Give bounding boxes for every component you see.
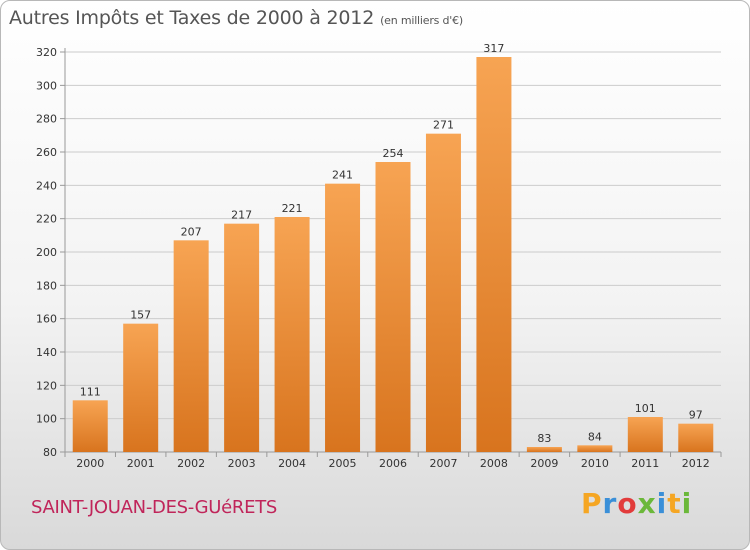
- x-tick-label-2002: 2002: [177, 457, 205, 470]
- bar-2006: [375, 162, 411, 452]
- x-tick-label-2004: 2004: [278, 457, 306, 470]
- bar-2010: [577, 445, 613, 452]
- y-tick-label: 280: [36, 113, 57, 126]
- data-label-2009: 83: [537, 432, 551, 445]
- bar-2005: [325, 183, 361, 452]
- x-tick-label-2000: 2000: [76, 457, 104, 470]
- proxiti-logo: Proxiti: [581, 487, 692, 520]
- data-label-2004: 221: [282, 202, 303, 215]
- data-label-2007: 271: [433, 119, 454, 132]
- data-label-2006: 254: [383, 147, 404, 160]
- y-tick-label: 220: [36, 213, 57, 226]
- x-tick-label-2009: 2009: [530, 457, 558, 470]
- bar-2009: [526, 447, 562, 452]
- x-tick-label-2003: 2003: [228, 457, 256, 470]
- chart-title-text: Autres Impôts et Taxes de 2000 à 2012: [9, 7, 375, 29]
- bar-2000: [72, 400, 108, 452]
- logo-letter: P: [581, 487, 603, 520]
- data-label-2001: 157: [130, 309, 151, 322]
- x-tick-label-2005: 2005: [329, 457, 357, 470]
- logo-letter: i: [656, 487, 668, 520]
- x-tick-label-2001: 2001: [127, 457, 155, 470]
- x-tick-label-2008: 2008: [480, 457, 508, 470]
- x-tick-label-2010: 2010: [581, 457, 609, 470]
- data-label-2008: 317: [483, 42, 504, 55]
- data-label-2002: 207: [181, 225, 202, 238]
- x-tick-label-2012: 2012: [682, 457, 710, 470]
- data-label-2010: 84: [588, 430, 602, 443]
- logo-letter: o: [617, 487, 638, 520]
- bar-2003: [224, 223, 260, 452]
- logo-letter: t: [667, 487, 682, 520]
- bar-2002: [173, 240, 209, 452]
- bar-2011: [627, 417, 663, 452]
- y-tick-label: 200: [36, 246, 57, 259]
- bar-2012: [678, 423, 714, 452]
- y-tick-label: 120: [36, 379, 57, 392]
- bar-2001: [123, 323, 159, 452]
- data-label-2011: 101: [635, 402, 656, 415]
- x-tick-label-2006: 2006: [379, 457, 407, 470]
- y-tick-label: 180: [36, 279, 57, 292]
- y-tick-label: 100: [36, 413, 57, 426]
- data-label-2012: 97: [689, 409, 703, 422]
- y-tick-label: 240: [36, 179, 57, 192]
- chart-title: Autres Impôts et Taxes de 2000 à 2012 (en…: [9, 7, 463, 29]
- y-tick-label: 320: [36, 46, 57, 59]
- chart-unit: (en milliers d'€): [380, 14, 463, 27]
- bar-2004: [274, 217, 310, 452]
- bar-2008: [476, 57, 512, 452]
- y-tick-label: 80: [43, 446, 57, 459]
- data-label-2003: 217: [231, 209, 252, 222]
- data-label-2000: 111: [80, 385, 101, 398]
- y-tick-label: 140: [36, 346, 57, 359]
- commune-name: SAINT-JOUAN-DES-GUéRETS: [31, 497, 278, 518]
- x-tick-label-2007: 2007: [429, 457, 457, 470]
- x-tick-label-2011: 2011: [631, 457, 659, 470]
- bar-2007: [425, 133, 461, 452]
- labels: 80 100 120 140 160 180 200 220 240 260 280 300 320 11…: [36, 42, 710, 470]
- logo-letter: r: [602, 487, 618, 520]
- data-label-2005: 241: [332, 169, 353, 182]
- y-tick-label: 300: [36, 79, 57, 92]
- logo-letter: x: [637, 487, 657, 520]
- y-tick-label: 260: [36, 146, 57, 159]
- logo-letter: i: [681, 487, 693, 520]
- bars: [72, 57, 714, 452]
- y-tick-label: 160: [36, 313, 57, 326]
